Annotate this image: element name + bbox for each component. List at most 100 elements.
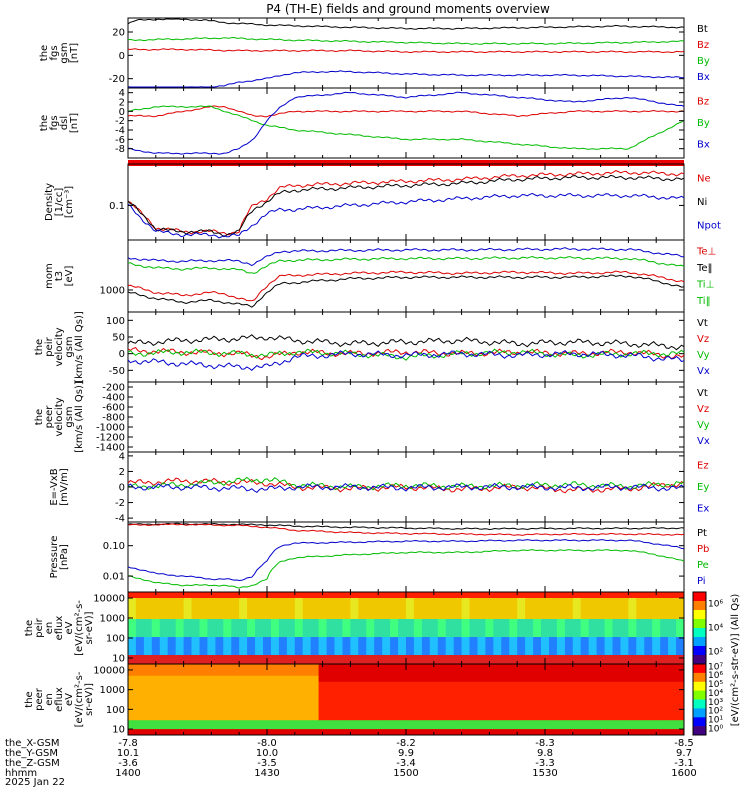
y-axis-label: eflux — [54, 616, 65, 641]
y-tick-label: 1000 — [100, 285, 125, 296]
footer-value: -8.0 — [257, 738, 277, 749]
y-tick-label: 100 — [106, 633, 125, 644]
legend-Te‖: Te‖ — [696, 263, 713, 274]
footer-row-label: the_Z-GSM — [5, 758, 60, 769]
y-axis-label: peer — [34, 687, 45, 711]
y-axis-label: sr-eV)] — [84, 683, 95, 716]
y-axis-label: [eV] — [64, 266, 75, 287]
colorbar-title: [eV/(cm²-s-str-eV)] (All Qs) — [730, 594, 741, 727]
colorbar-tick: 10⁷ — [708, 662, 723, 672]
y-axis-label: E=-VxB — [49, 468, 60, 505]
y-tick-label: 4 — [119, 88, 125, 99]
y-axis-label: mom — [44, 263, 55, 289]
y-axis-label: [mV/m] — [59, 468, 70, 506]
y-axis-label: the — [24, 620, 35, 636]
series-Te‖-line — [127, 274, 685, 308]
y-axis-label: eflux — [54, 687, 65, 712]
footer-value: -3.5 — [257, 758, 277, 769]
series-Ti⊥-line — [127, 255, 685, 274]
y-tick-label: 0.01 — [103, 572, 125, 583]
legend-Ni: Ni — [697, 197, 707, 208]
y-tick-label: -4 — [115, 126, 125, 137]
y-axis-label: peer — [44, 405, 55, 429]
legend-Vx: Vx — [697, 436, 710, 447]
panel-2: 420-2-4-6-8 the fgs dsl [nT] Bz By Bx — [39, 87, 710, 159]
series-Vt-line — [127, 334, 685, 351]
footer-value: -8.3 — [535, 738, 555, 749]
y-tick-label: 10 — [112, 725, 125, 736]
footer-value: -3.3 — [535, 758, 555, 769]
y-axis-label: t3 — [54, 271, 65, 281]
y-axis-label: [1/cc] — [54, 188, 65, 217]
y-axis-label: gsm — [64, 336, 75, 357]
series-Te⊥-line — [127, 270, 685, 302]
series-By-line — [127, 105, 685, 150]
footer-row-label: hhmm — [5, 768, 37, 779]
y-tick-label: 50 — [112, 333, 125, 344]
panel-5: 100 50 0 -50 the peir velocity gsm [km/s (All Qs… — [34, 311, 710, 383]
legend-Bz: Bz — [697, 40, 709, 51]
legend-Bx: Bx — [697, 72, 710, 83]
footer-value: 9.9 — [398, 748, 414, 759]
footer-row-label: the_X-GSM — [5, 738, 59, 749]
footer-value: -7.8 — [118, 738, 138, 749]
y-tick-label: 2 — [119, 98, 125, 109]
series-Vx-line — [127, 349, 685, 371]
panel-frame — [127, 381, 685, 453]
series-Bx-line — [127, 70, 685, 88]
y-axis-label: sr-eV)] — [84, 611, 95, 644]
legend-Ez: Ez — [697, 461, 709, 472]
y-axis-label: peir — [44, 336, 55, 356]
y-axis-label: dsl — [59, 116, 70, 130]
figure-title: P4 (TH-E) fields and ground moments over… — [266, 2, 550, 16]
footer-value: 9.8 — [537, 748, 553, 759]
y-tick-label: 100 — [106, 316, 125, 327]
y-axis-label: peir — [34, 617, 45, 637]
series-Ti‖-line — [127, 247, 684, 267]
legend-By: By — [697, 118, 710, 129]
legend-Pt: Pt — [697, 528, 707, 539]
y-axis-label: the — [34, 409, 45, 425]
legend-Bx: Bx — [697, 139, 710, 150]
colorbar-tick: 10⁵ — [708, 680, 723, 690]
legend-Te⊥: Te⊥ — [696, 246, 716, 257]
y-tick-label: 1000 — [100, 685, 125, 696]
y-tick-label: 2 — [119, 467, 125, 478]
legend-Ti‖: Ti‖ — [696, 296, 711, 307]
footer-value: 9.7 — [676, 748, 692, 759]
series-Ex-line — [127, 482, 685, 494]
y-axis-label: [nT] — [69, 43, 80, 63]
colorbar-tick: 10³ — [708, 698, 723, 708]
y-tick-label: -800 — [102, 413, 125, 424]
series-Pi-line — [127, 539, 685, 582]
y-tick-label: -1400 — [96, 443, 125, 454]
series-By-line — [127, 36, 685, 45]
y-axis-label: the — [24, 691, 35, 707]
panel-frame — [127, 521, 685, 593]
y-tick-label: 100 — [106, 705, 125, 716]
footer-value: 10.1 — [117, 748, 139, 759]
legend-Ti⊥: Ti⊥ — [696, 279, 714, 290]
legend-Vt: Vt — [697, 388, 708, 399]
footer-row-label: the_Y-GSM — [5, 748, 58, 759]
y-tick-label: -2 — [115, 116, 125, 127]
series-Bz-line — [127, 105, 685, 118]
y-tick-label: 0 — [119, 349, 125, 360]
panel-1: 20 0 -20 the fgs gsm [nT] Bt Bz By Bx — [39, 17, 710, 89]
legend-Pi: Pi — [697, 576, 706, 587]
y-axis-label: eV — [64, 693, 75, 706]
legend-Vt: Vt — [697, 318, 708, 329]
colorbar-tick: 10⁰ — [708, 724, 723, 734]
y-axis-label: the — [34, 339, 45, 355]
y-axis-label: Pressure — [49, 536, 60, 579]
y-tick-label: -600 — [102, 403, 125, 414]
footer-value: 1600 — [671, 768, 696, 779]
y-tick-label: -4 — [115, 514, 125, 525]
legend-Ex: Ex — [697, 503, 709, 514]
series-Ey-line — [127, 476, 685, 491]
y-axis-label: gsm — [64, 406, 75, 427]
legend-Ey: Ey — [697, 482, 709, 493]
separator-band — [128, 160, 684, 166]
panel-6: -200-400-600-800-1000-1200-1400 the peer ve… — [34, 381, 710, 453]
